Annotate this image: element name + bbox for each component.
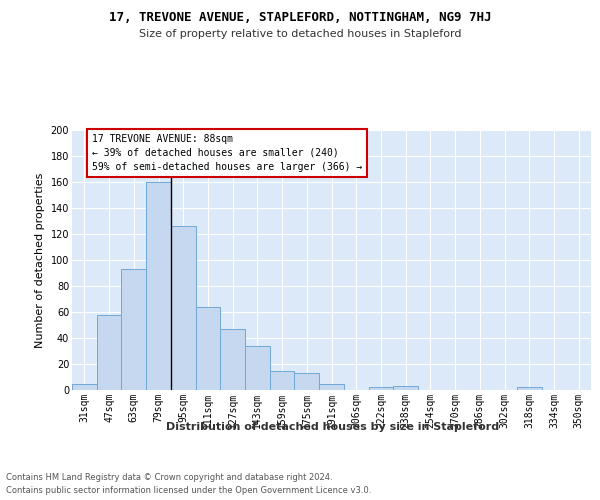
Text: Size of property relative to detached houses in Stapleford: Size of property relative to detached ho… [139, 29, 461, 39]
Bar [171, 226, 196, 390]
Bar [393, 386, 418, 390]
Bar [121, 269, 146, 390]
Y-axis label: Number of detached properties: Number of detached properties [35, 172, 45, 348]
Text: 17, TREVONE AVENUE, STAPLEFORD, NOTTINGHAM, NG9 7HJ: 17, TREVONE AVENUE, STAPLEFORD, NOTTINGH… [109, 11, 491, 24]
Text: 17 TREVONE AVENUE: 88sqm
← 39% of detached houses are smaller (240)
59% of semi-: 17 TREVONE AVENUE: 88sqm ← 39% of detach… [92, 134, 362, 172]
Bar [368, 388, 393, 390]
Bar [295, 373, 319, 390]
Bar [97, 314, 121, 390]
Bar [220, 329, 245, 390]
Text: Distribution of detached houses by size in Stapleford: Distribution of detached houses by size … [166, 422, 500, 432]
Bar [146, 182, 171, 390]
Bar [72, 384, 97, 390]
Bar [270, 370, 295, 390]
Bar [245, 346, 270, 390]
Text: Contains HM Land Registry data © Crown copyright and database right 2024.: Contains HM Land Registry data © Crown c… [6, 472, 332, 482]
Text: Contains public sector information licensed under the Open Government Licence v3: Contains public sector information licen… [6, 486, 371, 495]
Bar [196, 307, 220, 390]
Bar [319, 384, 344, 390]
Bar [517, 388, 542, 390]
